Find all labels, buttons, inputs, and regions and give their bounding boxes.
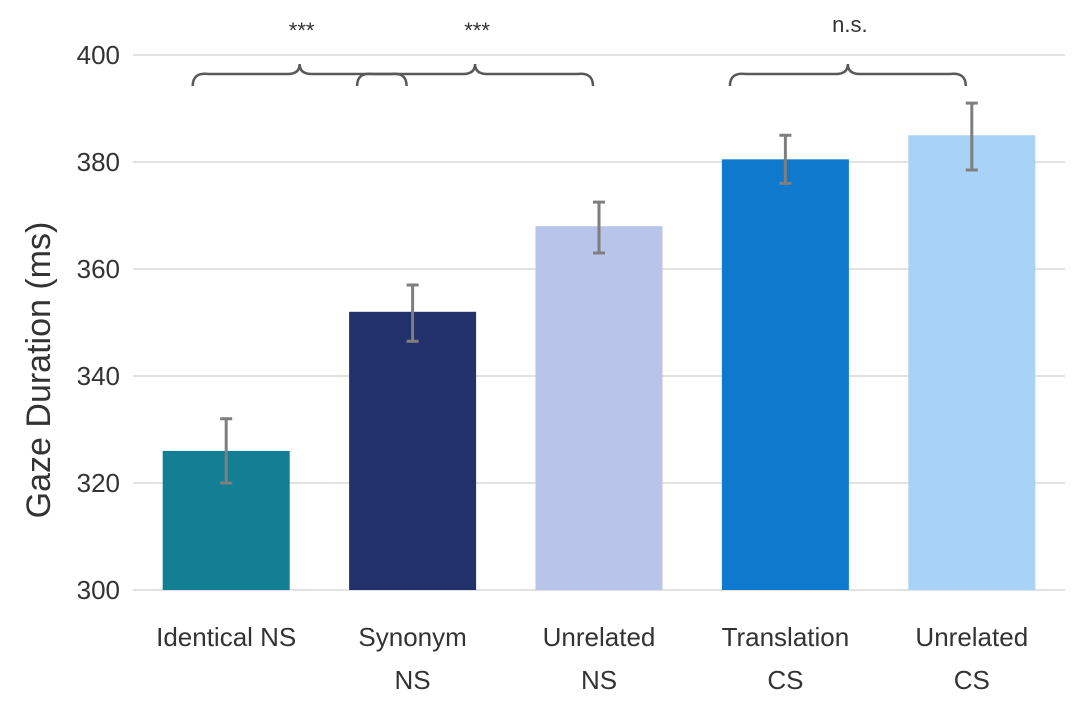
significance-label: *** [289,18,315,43]
bar [535,226,663,590]
significance-label: n.s. [832,12,867,37]
y-tick-label: 320 [77,468,120,498]
error-bar [779,133,792,185]
bar [349,311,477,590]
significance-label: *** [464,18,490,43]
y-tick-label: 360 [77,254,120,284]
y-axis-title: Gaze Duration (ms) [20,222,58,519]
y-tick-labels: 300 320 340 360 380 400 [77,40,120,605]
category-label: Translation [722,622,850,652]
y-tick-label: 380 [77,147,120,177]
category-label: Identical NS [156,622,296,652]
error-bar [593,200,605,255]
category-labels: Identical NS Synonym NS Unrelated NS Translat… [156,622,1028,695]
category-label: CS [767,665,803,695]
bar [721,159,849,590]
error-bars [220,101,978,485]
significance-brace [355,63,595,87]
category-label: Synonym [358,622,466,652]
significance-annotations: *** *** n.s. [191,12,968,87]
bar [908,135,1036,590]
category-label: Unrelated [915,622,1028,652]
bars [162,135,1036,590]
error-bar [965,101,978,172]
category-label: Unrelated [543,622,656,652]
category-label: CS [954,665,990,695]
error-bar [406,283,419,343]
y-tick-label: 340 [77,361,120,391]
error-bar [220,417,233,485]
category-label: NS [581,665,617,695]
y-tick-label: 300 [77,575,120,605]
category-label: NS [395,665,431,695]
significance-brace [728,63,968,87]
y-tick-label: 400 [77,40,120,70]
